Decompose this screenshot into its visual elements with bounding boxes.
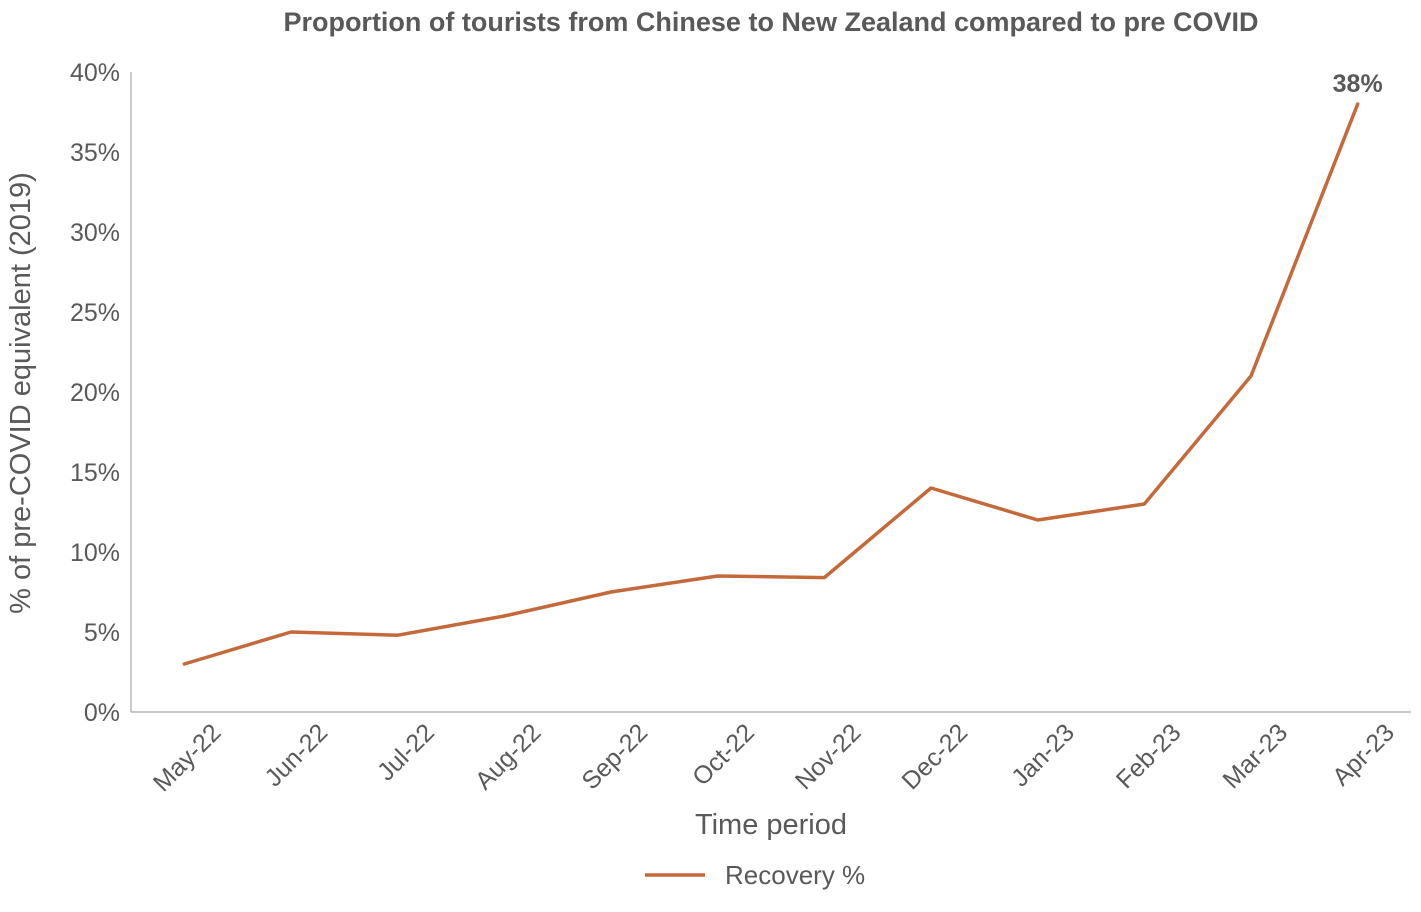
y-tick-label: 40% bbox=[70, 59, 120, 87]
x-tick-label: Aug-22 bbox=[470, 718, 547, 795]
series-layer bbox=[182, 102, 1360, 666]
x-tick-label: Nov-22 bbox=[790, 718, 867, 795]
y-tick-label: 10% bbox=[70, 539, 120, 567]
y-axis-title: % of pre-COVID equivalent (2019) bbox=[5, 172, 37, 614]
y-tick-label: 0% bbox=[84, 699, 120, 727]
x-tick-label: Jan-23 bbox=[1006, 718, 1080, 792]
x-axis-ticks: May-22 Jun-22 Jul-22 Aug-22 Sep-22 Oct-22 Nov-… bbox=[148, 718, 1400, 797]
x-axis-title: Time period bbox=[695, 809, 847, 841]
y-tick-label: 15% bbox=[70, 459, 120, 487]
x-tick-label: Oct-22 bbox=[687, 718, 760, 791]
x-tick-label: May-22 bbox=[148, 718, 227, 797]
x-tick-label: Jun-22 bbox=[259, 718, 333, 792]
y-tick-label: 20% bbox=[70, 379, 120, 407]
y-axis-ticks: 0% 5% 10% 15% 20% 25% 30% 35% 40% bbox=[70, 59, 120, 727]
x-tick-label: Sep-22 bbox=[576, 718, 653, 795]
y-tick-label: 35% bbox=[70, 139, 120, 167]
series-line-recovery bbox=[182, 102, 1360, 666]
x-tick-label: Apr-23 bbox=[1327, 718, 1400, 791]
x-tick-label: Mar-23 bbox=[1217, 718, 1293, 794]
y-tick-label: 5% bbox=[84, 619, 120, 647]
data-label: 38% bbox=[1333, 70, 1383, 98]
y-tick-label: 25% bbox=[70, 299, 120, 327]
chart-title: Proportion of tourists from Chinese to N… bbox=[283, 7, 1258, 37]
legend: Recovery % bbox=[645, 860, 865, 890]
y-tick-label: 30% bbox=[70, 219, 120, 247]
legend-label-recovery: Recovery % bbox=[725, 860, 865, 890]
data-labels: 38% bbox=[1333, 70, 1383, 98]
x-tick-label: Feb-23 bbox=[1111, 718, 1187, 794]
x-tick-label: Jul-22 bbox=[372, 718, 440, 786]
x-tick-label: Dec-22 bbox=[896, 718, 973, 795]
